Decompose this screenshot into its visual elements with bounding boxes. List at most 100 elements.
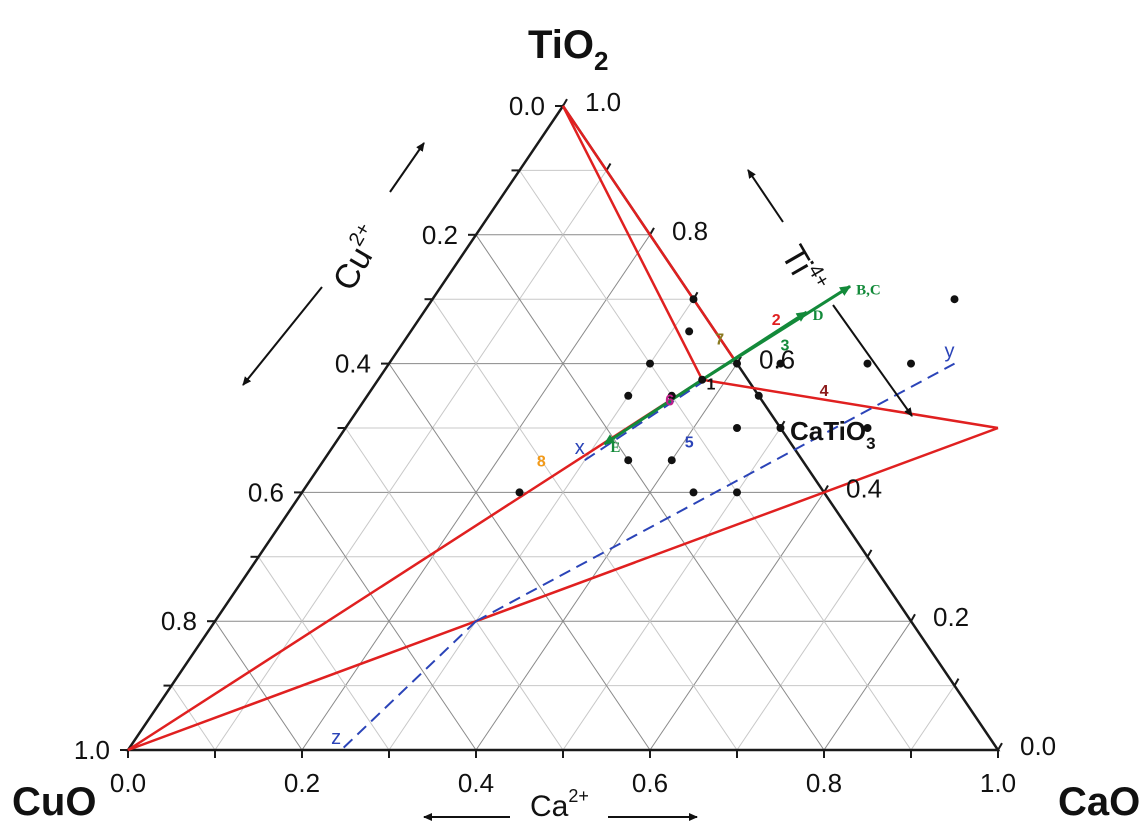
dashed-line [475,362,955,623]
axis-arrow-cu-down [242,286,323,386]
tick-label-right: 0.0 [1020,731,1056,761]
point-label: 4 [820,383,829,400]
grid-line [258,556,390,751]
data-point [667,391,676,400]
data-point [624,391,633,400]
point-label: 6 [665,392,674,409]
tick-label-right: 0.4 [846,473,882,503]
axis-label-ca-ion: Ca [530,790,569,823]
data-point [863,359,872,368]
tick-labels: 0.0 0.2 0.4 0.6 0.8 1.00.00.20.40.60.81.0 0.00… [74,87,1056,798]
point-label: 3 [781,338,790,355]
data-point [624,456,633,465]
dashed-line-label: x [575,437,585,459]
compound-label-catio3: CaTiO3 [790,416,876,453]
compound-label-text: CaTiO [790,416,866,446]
tick-label-bottom: 0.6 [632,768,668,798]
tick-label-left: 1.0 [74,735,110,765]
arrow-label: E [610,440,620,456]
tick-label-bottom: 0.0 [110,768,146,798]
point-label: 2 [772,312,781,329]
tick-label-bottom: 0.4 [458,768,494,798]
tick-label-left: 0.8 [161,606,197,636]
vertex-label-cao: CaO [1058,780,1140,824]
data-point [863,424,872,432]
data-point [733,488,741,497]
axis-label-ti: Ti4+ [773,237,833,301]
point-label: 5 [685,434,694,451]
dashed-line-label: z [331,727,341,749]
tie-line [561,105,704,381]
tick-label-bottom: 0.8 [806,768,842,798]
data-point [950,295,959,304]
grid-line [345,427,564,751]
dashed-line [584,375,712,462]
data-point [515,488,524,497]
compound-label-sub: 3 [866,434,875,453]
grid-line [910,685,955,751]
grid-line [432,298,738,751]
grid-line [562,427,781,751]
axis-label-cu-ion: Cu [326,240,381,297]
tie-line [561,105,739,365]
data-point [646,359,654,368]
svg-text:Cu2+: Cu2+ [323,219,392,297]
axis-label-cu: Cu2+ [323,219,392,297]
grid-line [301,492,477,751]
data-point [667,456,676,465]
data-point [733,424,741,432]
tick-label-right: 0.2 [933,602,969,632]
arrow-label: B,C [856,282,881,298]
tick-label-bottom: 0.2 [284,768,320,798]
tick-mark [866,549,873,558]
dashed-lines: z y x [331,341,955,751]
composition-arrow [701,310,808,381]
grid-line [171,685,216,751]
grid-line [388,298,694,751]
vertex-label-tio2: TiO2 [528,23,608,76]
composition-arrows: B,C D E [603,282,881,456]
data-point [689,295,698,304]
point-label: 8 [537,454,546,471]
tick-mark [562,98,568,107]
grid-line [388,363,651,751]
grid [171,169,955,751]
axis-arrow-ti-down [832,304,913,417]
point-label: 1 [707,376,716,393]
tick-label-right: 0.6 [759,345,795,375]
tick-label-left: 0.6 [248,477,284,507]
data-point [685,327,694,336]
tick-mark [910,613,916,622]
tick-label-left: 0.4 [335,349,371,379]
tick-label-right: 0.8 [672,216,708,246]
grid-line [736,556,868,751]
data-point [698,375,707,384]
grid-line [214,620,303,751]
grid-line [475,234,825,751]
composition-arrow [603,378,704,446]
data-point [733,359,741,368]
data-point [689,488,698,497]
data-point [754,391,763,400]
tick-mark [953,678,960,687]
data-point [776,424,785,432]
tick-label-right: 1.0 [585,87,621,117]
dashed-line-label: y [945,341,955,363]
tick-mark [997,742,1003,751]
tick-label-left: 0.2 [422,220,458,250]
svg-text:Ti4+: Ti4+ [773,237,833,301]
vertex-label-tio2-text: TiO [528,23,594,67]
grid-line [214,170,607,751]
grid-line [519,170,912,751]
vertex-label-tio2-sub: 2 [594,46,608,76]
tick-label-left: 0.0 [509,91,545,121]
dashed-line [340,620,477,751]
point-label: 7 [715,331,724,348]
axis-label-ca-charge: 2+ [568,786,589,806]
axis-arrow-ti-up [747,169,784,223]
data-point [907,359,915,368]
arrow-label: D [813,308,824,324]
vertex-label-cuo: CuO [12,780,96,824]
